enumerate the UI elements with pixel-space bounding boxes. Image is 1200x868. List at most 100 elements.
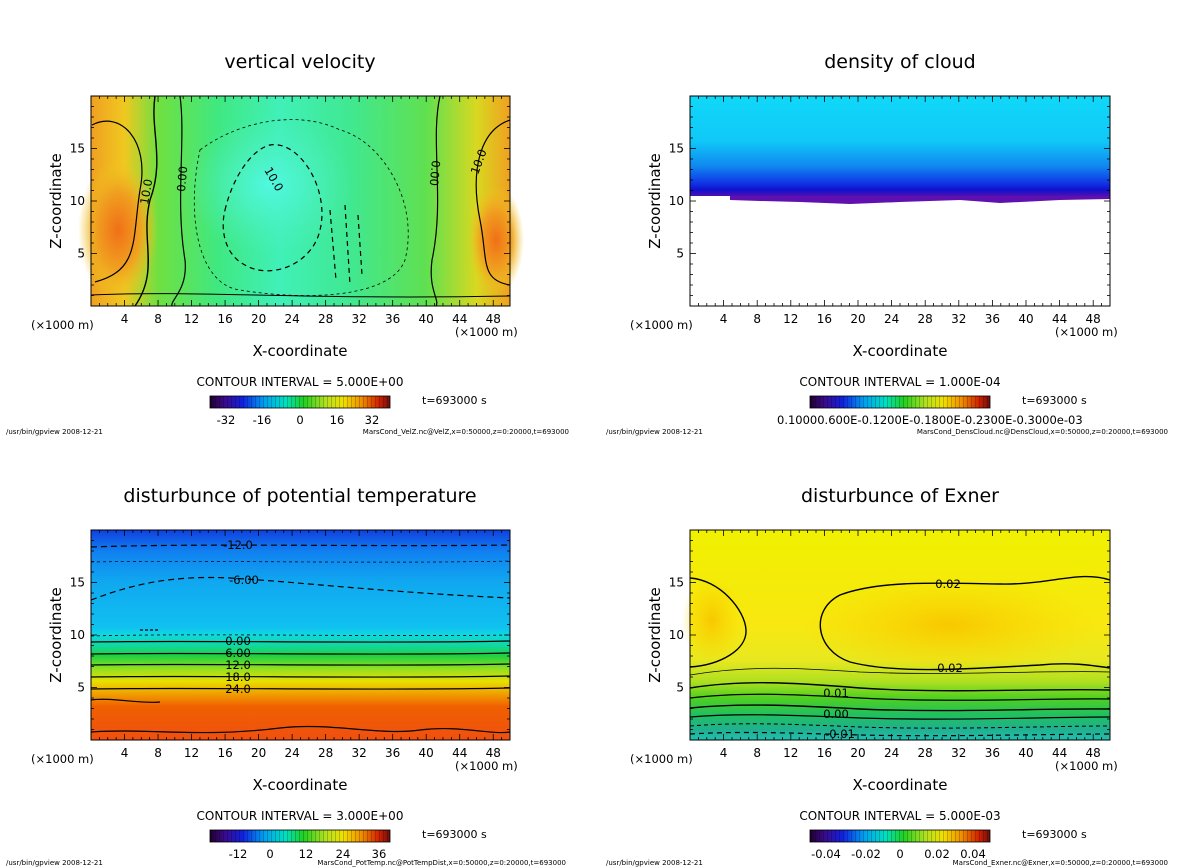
panel-title: disturbunce of potential temperature <box>123 485 476 507</box>
y-tick-label: 5 <box>77 247 85 261</box>
x-tick-label: 40 <box>419 312 434 326</box>
x-tick-label: 40 <box>419 746 434 760</box>
contour-line <box>90 687 511 690</box>
panel-exner: disturbunce of Exner 0.02 0.02 0.01 0.00… <box>606 485 1168 867</box>
colorbar-tick: 32 <box>365 413 380 427</box>
x-axis-label: X-coordinate <box>853 342 948 360</box>
x-tick-label: 44 <box>452 312 467 326</box>
x-tick-label: 48 <box>486 312 501 326</box>
y-axis-label: Z-coordinate <box>646 587 664 682</box>
contour-label: -12.0 <box>223 538 253 552</box>
colorbar-tick: 0 <box>896 847 903 861</box>
contour-line <box>90 675 511 678</box>
colorbar-tick: 0 <box>266 847 273 861</box>
contour-line <box>193 119 409 296</box>
x-tick-label: 12 <box>184 312 199 326</box>
x-tick-label: 12 <box>783 312 798 326</box>
heatmap-field <box>91 530 510 740</box>
x-tick-label: 16 <box>217 312 232 326</box>
x-tick-label: 16 <box>817 312 832 326</box>
colorbar-tick: -32 <box>217 413 236 427</box>
contour-label: 0.00 <box>823 707 849 721</box>
x-tick-label: 28 <box>918 312 933 326</box>
x-tick-label: 28 <box>318 746 333 760</box>
x-tick-label: 24 <box>284 312 299 326</box>
contour-line <box>222 144 323 272</box>
panel-title: vertical velocity <box>224 51 375 73</box>
x-tick-label: 24 <box>884 312 899 326</box>
x-tick-label: 4 <box>720 746 728 760</box>
contour-label: 0.00 <box>427 160 443 187</box>
updraft-left <box>78 160 158 300</box>
x-unit-right: (×1000 m) <box>1055 759 1118 773</box>
y-tick-label: 10 <box>669 194 684 208</box>
plot-area: -12.0 -6.00 0.00 6.00 12.0 18.0 24.0 <box>90 529 511 741</box>
panel-potential-temperature: disturbunce of potential temperature -12… <box>6 485 566 867</box>
contour-label: 0.00 <box>225 634 251 648</box>
colorbar-frame <box>209 395 391 409</box>
y-tick-label: 5 <box>676 247 684 261</box>
x-tick-label: 16 <box>217 746 232 760</box>
x-tick-label: 20 <box>850 746 865 760</box>
colorbar-tick: 24 <box>336 847 351 861</box>
x-tick-label: 4 <box>720 312 728 326</box>
y-axis-label: Z-coordinate <box>47 587 65 682</box>
y-tick-label: 10 <box>70 628 85 642</box>
contour-line <box>689 714 1111 720</box>
contour-line <box>430 95 441 307</box>
colorbar-frame <box>809 829 991 843</box>
footer-right: MarsCond_VelZ.nc@VelZ,x=0:50000,z=0:2000… <box>363 428 569 436</box>
x-unit-left: (×1000 m) <box>31 752 94 766</box>
downdraft-region <box>185 115 355 255</box>
x-axis-label: X-coordinate <box>253 342 348 360</box>
x-unit-left: (×1000 m) <box>630 752 693 766</box>
colorbar-tick: 12 <box>299 847 314 861</box>
contour-line <box>90 652 511 655</box>
updraft-right <box>468 185 524 295</box>
x-tick-label: 40 <box>1018 746 1033 760</box>
x-tick-label: 28 <box>918 746 933 760</box>
x-tick-label: 24 <box>284 746 299 760</box>
x-tick-label: 12 <box>184 746 199 760</box>
y-tick-label: 5 <box>676 681 684 695</box>
y-tick-label: 15 <box>669 142 684 156</box>
plot-area: 10.0 0.00 10.0 0.00 10.0 <box>78 95 524 307</box>
x-tick-label: 32 <box>352 746 367 760</box>
x-tick-label: 8 <box>753 746 761 760</box>
x-tick-label: 8 <box>154 746 162 760</box>
contour-line <box>689 693 1111 701</box>
contour-line <box>90 725 511 734</box>
x-tick-label: 8 <box>154 312 162 326</box>
x-tick-label: 4 <box>121 746 129 760</box>
contour-line <box>134 95 158 307</box>
x-unit-right: (×1000 m) <box>1055 325 1118 339</box>
x-unit-left: (×1000 m) <box>630 318 693 332</box>
x-tick-label: 36 <box>985 312 1000 326</box>
contour-line <box>689 577 747 668</box>
footer-left: /usr/bin/gpview 2008-12-21 <box>606 859 703 867</box>
time-label: t=693000 s <box>422 828 487 841</box>
contour-line <box>689 723 1111 729</box>
colorbar-tick: -0.02 <box>851 847 881 861</box>
contour-line <box>689 667 1111 676</box>
footer-left: /usr/bin/gpview 2008-12-21 <box>6 859 103 867</box>
x-unit-right: (×1000 m) <box>455 759 518 773</box>
x-tick-label: 8 <box>753 312 761 326</box>
x-tick-label: 20 <box>251 312 266 326</box>
colorbar-tick: 0.02 <box>924 847 950 861</box>
contour-interval: CONTOUR INTERVAL = 5.000E+00 <box>197 375 404 389</box>
warm-region <box>682 575 742 665</box>
colorbar-tick: 36 <box>372 847 387 861</box>
contour-line <box>91 120 143 283</box>
x-unit-right: (×1000 m) <box>455 325 518 339</box>
contour-line <box>819 575 1111 671</box>
x-tick-label: 32 <box>951 312 966 326</box>
x-tick-label: 12 <box>783 746 798 760</box>
contour-line <box>171 95 186 307</box>
x-tick-label: 36 <box>985 746 1000 760</box>
x-tick-label: 48 <box>1086 746 1101 760</box>
